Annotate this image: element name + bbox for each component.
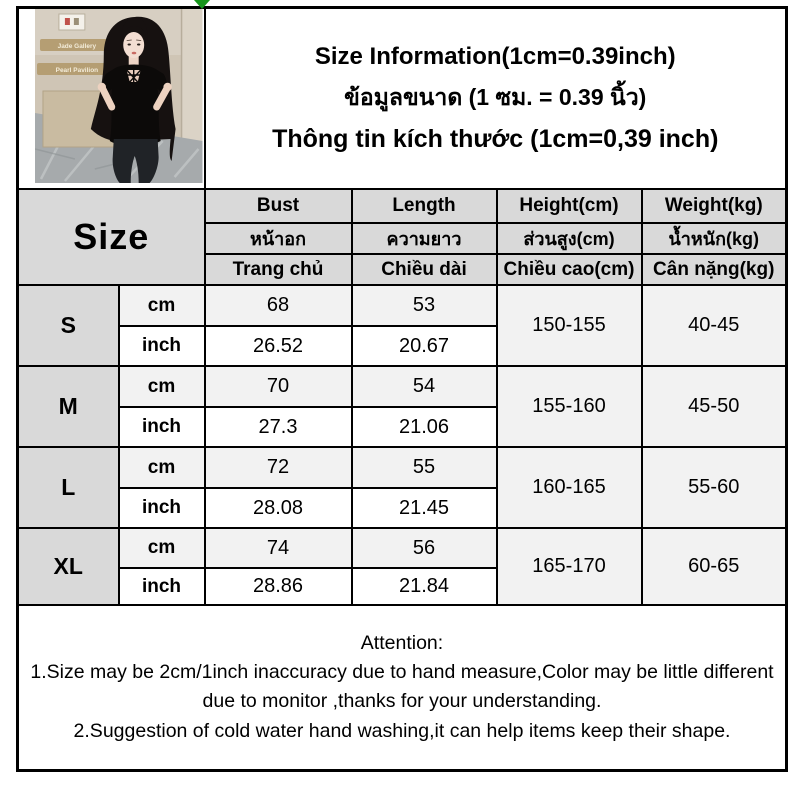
weight-range-s: 40-45 — [640, 284, 788, 367]
table-row-m-inch: inch 27.3 21.06 — [18, 406, 787, 448]
title-thai: ข้อมูลขนาด (1 ซม. = 0.39 นิ้ว) — [344, 84, 647, 110]
bust-inch-s: 26.52 — [203, 325, 353, 367]
title-cell: Size Information(1cm=0.39inch) ข้อมูลขนา… — [203, 6, 788, 190]
col-header-height-th: ส่วนสูง(cm) — [495, 222, 643, 255]
size-header-label: Size — [16, 188, 206, 286]
size-label-m: M — [16, 365, 120, 448]
length-inch-xl: 21.84 — [350, 567, 498, 606]
model-photo-illustration: Jade Gallery Pearl Pavilion — [35, 9, 203, 183]
table-row-s-inch: inch 26.52 20.67 — [18, 325, 787, 367]
attention-note-1: 1.Size may be 2cm/1inch inaccuracy due t… — [30, 661, 774, 713]
weight-range-l: 55-60 — [640, 446, 788, 529]
table-row-xl-cm: XL cm 74 56 165-170 60-65 — [16, 527, 788, 606]
height-range-l: 160-165 — [495, 446, 643, 529]
col-header-bust-th: หน้าอก — [203, 222, 353, 255]
title-vietnamese: Thông tin kích thước (1cm=0,39 inch) — [272, 125, 719, 153]
table-row-s-cm: S cm 68 53 150-155 40-45 — [16, 284, 788, 367]
col-header-length-en: Length — [350, 188, 498, 224]
unit-label-cm: cm — [117, 446, 206, 489]
unit-label-cm: cm — [117, 284, 206, 327]
length-inch-m: 21.06 — [350, 406, 498, 448]
col-header-length-th: ความยาว — [350, 222, 498, 255]
bust-cm-m: 70 — [203, 365, 353, 408]
table-row-l-cm: L cm 72 55 160-165 55-60 — [16, 446, 788, 529]
unit-label-inch: inch — [117, 567, 206, 606]
length-cm-xl: 56 — [350, 527, 498, 569]
product-photo: Jade Gallery Pearl Pavilion — [20, 9, 203, 187]
bust-inch-l: 28.08 — [203, 487, 353, 529]
bust-cm-s: 68 — [203, 284, 353, 327]
col-header-weight-th: น้ำหนัก(kg) — [640, 222, 788, 255]
size-label-l: L — [16, 446, 120, 529]
size-label-s: S — [16, 284, 120, 367]
length-cm-m: 54 — [350, 365, 498, 408]
weight-range-xl: 60-65 — [640, 527, 788, 606]
green-corner-marker-icon — [194, 0, 210, 9]
model-figure — [90, 16, 176, 183]
attention-section: Attention: 1.Size may be 2cm/1inch inacc… — [16, 604, 788, 771]
attention-note-2: 2.Suggestion of cold water hand washing,… — [73, 719, 731, 742]
weight-range-m: 45-50 — [640, 365, 788, 448]
product-photo-cell: Jade Gallery Pearl Pavilion — [16, 6, 206, 190]
svg-text:Jade Gallery: Jade Gallery — [58, 43, 97, 50]
col-header-bust-en: Bust — [203, 188, 353, 224]
unit-label-inch: inch — [117, 406, 206, 448]
bust-cm-xl: 74 — [203, 527, 353, 569]
bust-inch-m: 27.3 — [203, 406, 353, 448]
size-information-table: Jade Gallery Pearl Pavilion — [16, 6, 788, 772]
bust-cm-l: 72 — [203, 446, 353, 489]
unit-label-cm: cm — [117, 365, 206, 408]
col-header-length-vi: Chiều dài — [350, 253, 498, 286]
table-row-m-cm: M cm 70 54 155-160 45-50 — [16, 365, 788, 448]
table-row-l-inch: inch 28.08 21.45 — [18, 487, 787, 529]
length-cm-s: 53 — [350, 284, 498, 327]
col-header-weight-vi: Cân nặng(kg) — [640, 253, 788, 286]
bust-inch-xl: 28.86 — [203, 567, 353, 606]
col-header-height-vi: Chiều cao(cm) — [495, 253, 643, 286]
length-inch-l: 21.45 — [350, 487, 498, 529]
length-inch-s: 20.67 — [350, 325, 498, 367]
svg-text:Pearl Pavilion: Pearl Pavilion — [56, 67, 99, 74]
col-header-height-en: Height(cm) — [495, 188, 643, 224]
size-label-xl: XL — [16, 527, 120, 606]
table-row-xl-inch: inch 28.86 21.84 — [18, 567, 787, 606]
title-english: Size Information(1cm=0.39inch) — [314, 43, 676, 70]
unit-label-inch: inch — [117, 325, 206, 367]
length-cm-l: 55 — [350, 446, 498, 489]
height-range-m: 155-160 — [495, 365, 643, 448]
unit-label-inch: inch — [117, 487, 206, 529]
col-header-bust-vi: Trang chủ — [203, 253, 353, 286]
height-range-s: 150-155 — [495, 284, 643, 367]
height-range-xl: 165-170 — [495, 527, 643, 606]
wall-sign-bottom: Pearl Pavilion — [36, 63, 117, 75]
col-header-weight-en: Weight(kg) — [640, 188, 788, 224]
unit-label-cm: cm — [117, 527, 206, 569]
attention-heading: Attention: — [360, 631, 444, 654]
